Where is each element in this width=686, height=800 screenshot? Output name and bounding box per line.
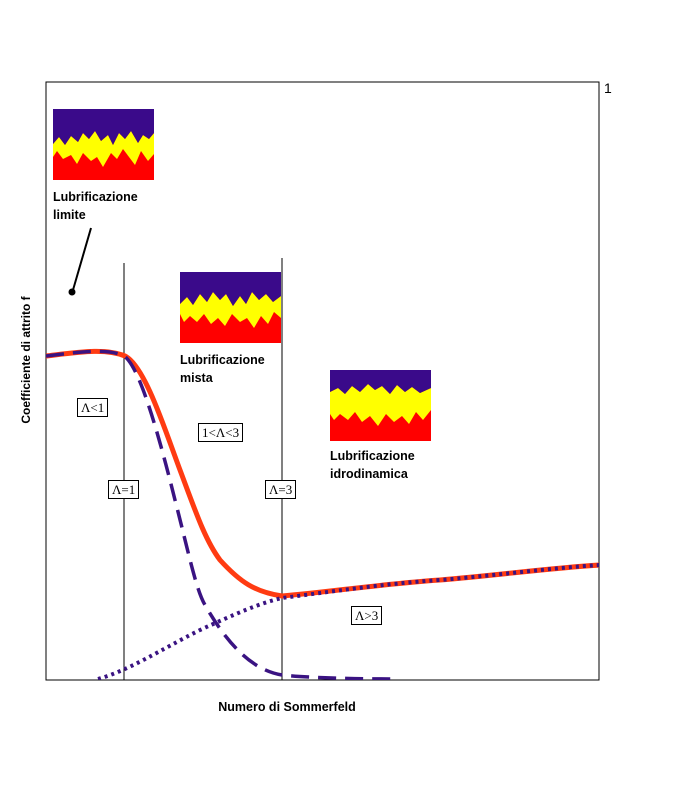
- hydrodynamic-surface-illustration: [330, 370, 431, 441]
- hydrodynamic-friction-curve: [97, 563, 599, 680]
- boundary-leader-dot: [68, 288, 76, 296]
- mixed-lubrication-label: Lubrificazione mista: [180, 353, 265, 385]
- boundary-surface-illustration: [53, 109, 154, 180]
- lambda-eq1-label: Λ=1: [108, 480, 140, 499]
- lambda-gt3-label: Λ>3: [351, 606, 383, 625]
- plot-frame: [45, 81, 600, 681]
- boundary-lubrication-label: Lubrificazione limite: [53, 190, 138, 222]
- boundary-friction-curve: [46, 349, 399, 680]
- total-friction-curve: [46, 348, 599, 599]
- hydrodynamic-lubrication-label: Lubrificazione idrodinamica: [330, 449, 415, 481]
- page-number: 1: [604, 80, 612, 96]
- lambda-eq3-label: Λ=3: [265, 480, 297, 499]
- mixed-surface-illustration: [180, 272, 281, 343]
- x-axis-label: Numero di Sommerfeld: [218, 700, 356, 714]
- lambda-lt1-label: Λ<1: [77, 398, 109, 417]
- lambda-between-label: 1<Λ<3: [198, 423, 244, 442]
- y-axis-label: Coefficiente di attrito f: [19, 296, 33, 424]
- boundary-leader-line: [72, 227, 92, 291]
